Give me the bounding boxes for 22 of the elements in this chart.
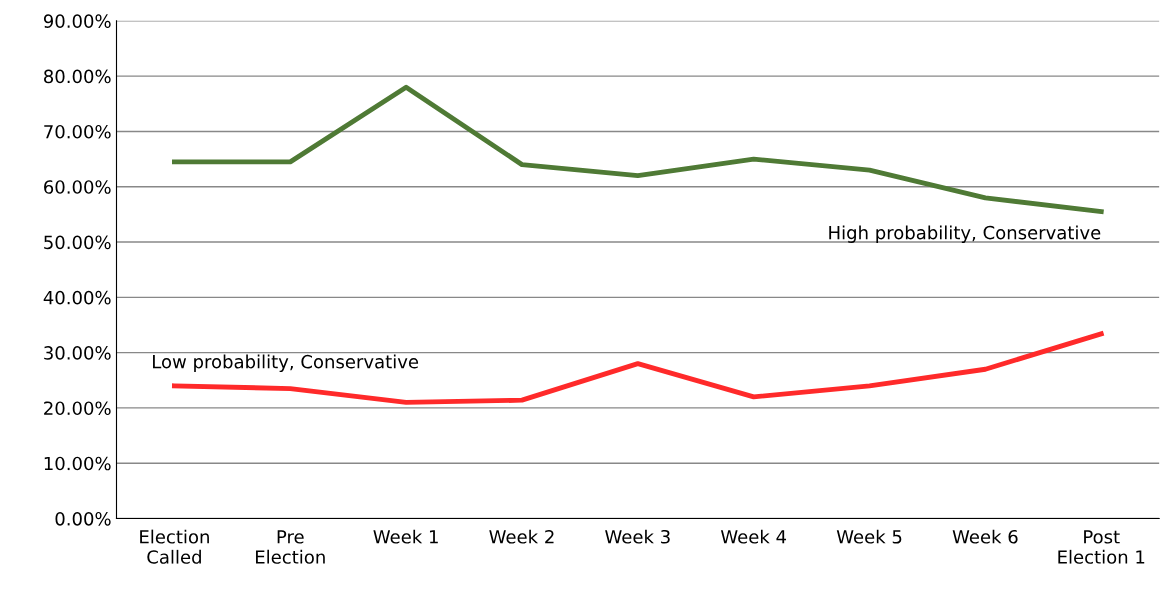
series-label: Low probability, Conservative — [153, 354, 419, 372]
x-tick-label: Week 5 — [836, 529, 902, 544]
series-label: High probability, Conservative — [829, 225, 1101, 243]
y-tick-label: 80.00% — [44, 69, 111, 84]
y-tick-label: 50.00% — [44, 235, 111, 250]
y-tick-label: 20.00% — [44, 401, 111, 416]
y-tick-label: 70.00% — [44, 124, 111, 139]
x-tick-label: Week 1 — [373, 529, 438, 544]
y-tick-label: 0.00% — [55, 511, 111, 526]
y-tick-label: 10.00% — [44, 456, 111, 471]
y-tick-label: 40.00% — [43, 290, 111, 305]
y-tick-label: 30.00% — [44, 346, 111, 360]
line-series — [172, 84, 1104, 215]
y-tick-label: 90.00% — [43, 14, 111, 28]
x-tick-label: Week 2 — [489, 529, 554, 544]
x-tick-label: Week 6 — [952, 529, 1018, 544]
x-tick-label: Election Called — [140, 529, 209, 564]
x-tick-label: Post Election 1 — [1058, 530, 1145, 564]
y-tick-label: 60.00% — [44, 180, 111, 194]
x-tick-label: Pre Election — [256, 530, 325, 564]
x-tick-label: Week 4 — [720, 529, 787, 544]
x-tick-label: Week 3 — [605, 529, 670, 544]
